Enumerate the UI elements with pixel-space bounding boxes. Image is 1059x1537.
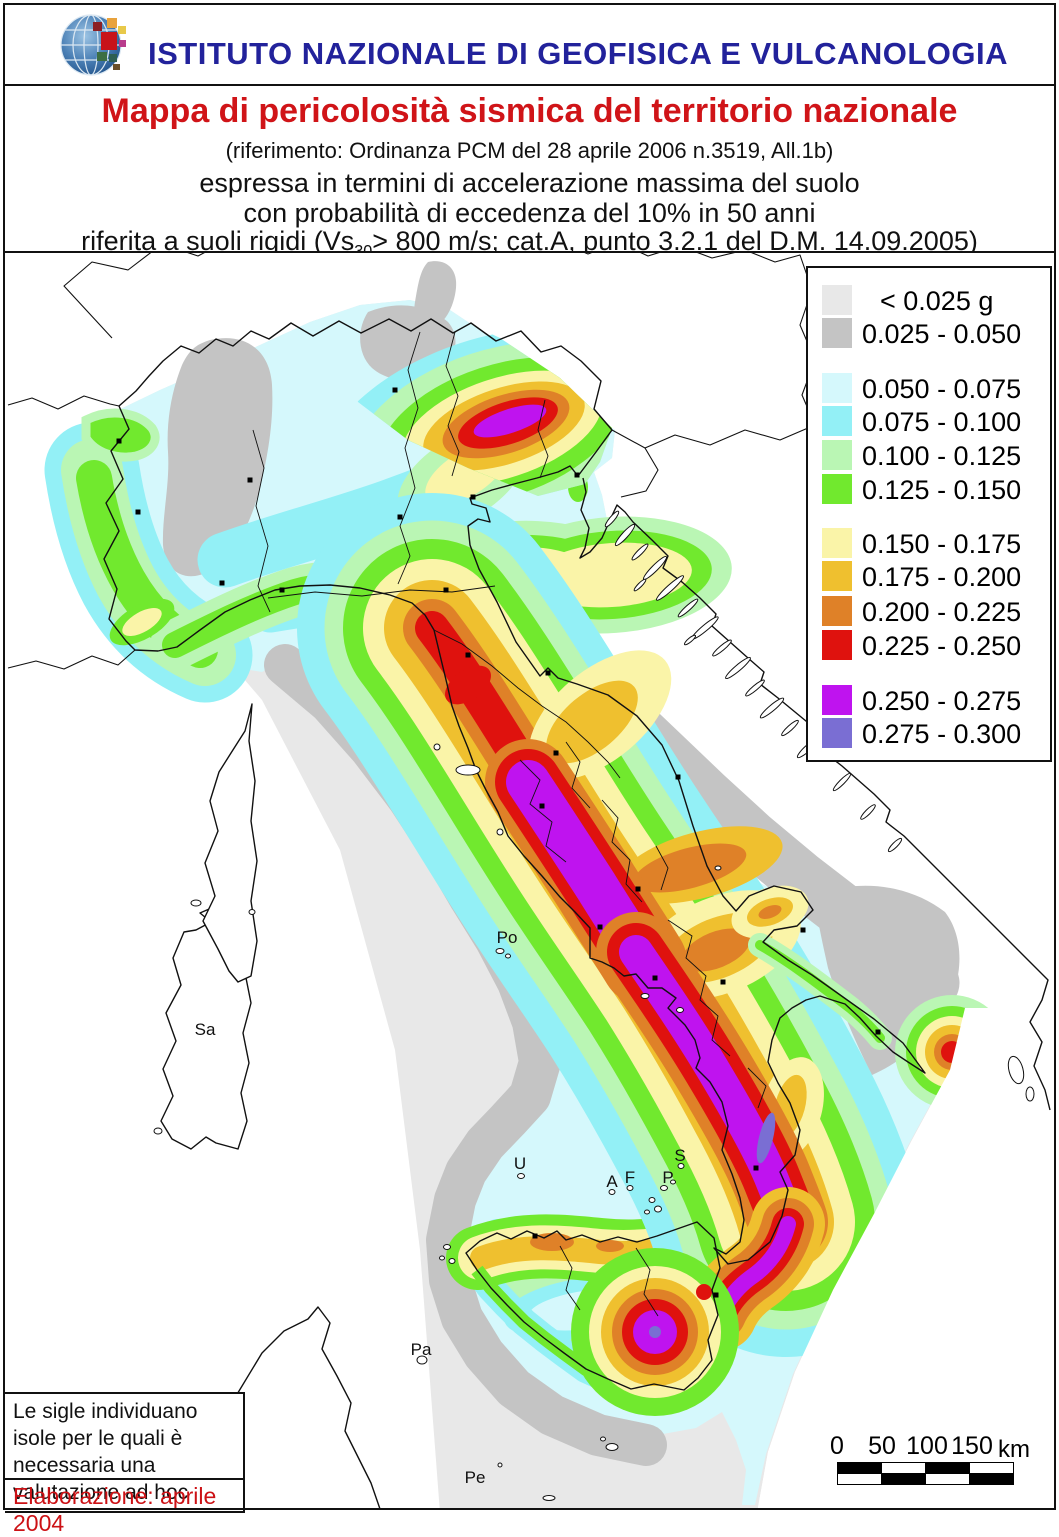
legend-swatch [822, 318, 852, 348]
legend-row: 0.200 - 0.225 [808, 596, 1050, 628]
map-desc-line1: espressa in termini di accelerazione mas… [199, 168, 860, 198]
scale-unit: km [998, 1436, 1030, 1463]
island-label-panarea: P [662, 1168, 674, 1187]
legend-swatch [822, 440, 852, 470]
island-label-ponza: Po [496, 928, 518, 947]
island-label-filicudi: F [624, 1168, 636, 1187]
scale-tick: 50 [868, 1432, 896, 1460]
legend-label: 0.100 - 0.125 [862, 441, 1022, 471]
small-islands [153, 743, 1035, 1501]
island-label-ustica: U [513, 1154, 527, 1173]
legend-swatch [822, 561, 852, 591]
legend-label: 0.225 - 0.250 [862, 631, 1022, 661]
coastlines [7, 252, 1051, 1508]
scale-tick: 100 [906, 1432, 948, 1460]
island-label-pelagie: Pe [464, 1468, 486, 1487]
legend-row: 0.025 - 0.050 [808, 318, 1050, 350]
elaboration-date: Elaborazione: aprile 2004 [5, 1478, 243, 1536]
legend-label: < 0.025 g [880, 286, 994, 316]
legend-swatch [822, 406, 852, 436]
cuneo-spot [109, 598, 175, 646]
legend-swatch [822, 373, 852, 403]
hazard-band-0275-spots [756, 1112, 776, 1164]
legend-label: 0.050 - 0.075 [862, 374, 1022, 404]
legend-swatch [822, 718, 852, 748]
note-text: Le sigle individuano isole per le quali … [13, 1400, 198, 1504]
legend-label: 0.125 - 0.150 [862, 475, 1022, 505]
legend-row: 0.150 - 0.175 [808, 528, 1050, 560]
scale-tick: 0 [830, 1432, 844, 1460]
ingv-globe-icon [60, 14, 126, 76]
legend-row: 0.050 - 0.075 [808, 373, 1050, 405]
city-markers [116, 387, 881, 1298]
institute-title: ISTITUTO NAZIONALE DI GEOFISICA E VULCAN… [148, 36, 1009, 71]
legend-row: 0.175 - 0.200 [808, 561, 1050, 593]
legend-label: 0.075 - 0.100 [862, 407, 1022, 437]
legend-label: 0.025 - 0.050 [862, 319, 1022, 349]
map-desc-line2: con probabilità di eccedenza del 10% in … [243, 198, 816, 228]
legend-label: 0.250 - 0.275 [862, 686, 1022, 716]
scale-bar: 0 50 100 150 km [820, 1432, 1050, 1494]
island-label-pantelleria: Pa [410, 1340, 432, 1359]
legend: < 0.025 g 0.025 - 0.050 0.050 - 0.075 0.… [806, 266, 1052, 762]
island-label-sardegna: Sa [194, 1020, 216, 1039]
legend-swatch [822, 630, 852, 660]
region-borders [252, 331, 767, 1317]
island-label-alicudi: A [606, 1172, 618, 1191]
legend-row: 0.225 - 0.250 [808, 630, 1050, 662]
map-reference: (riferimento: Ordinanza PCM del 28 april… [225, 138, 834, 163]
legend-swatch [822, 685, 852, 715]
southeast-sicily-hotspot [571, 1248, 739, 1416]
northwest-bands [44, 422, 430, 703]
legend-row: 0.125 - 0.150 [808, 474, 1050, 506]
island-label-stromboli: S [674, 1146, 686, 1165]
legend-label: 0.150 - 0.175 [862, 529, 1022, 559]
legend-swatch [822, 528, 852, 558]
legend-row: < 0.025 g [808, 285, 1050, 317]
header-divider [5, 84, 1054, 86]
aosta-green-patch [81, 408, 160, 462]
map-title: Mappa di pericolosità sismica del territ… [101, 92, 958, 130]
scale-bar-checker [837, 1462, 1017, 1486]
legend-swatch [822, 596, 852, 626]
legend-row: 0.250 - 0.275 [808, 685, 1050, 717]
legend-row: 0.275 - 0.300 [808, 718, 1050, 750]
note-box: Le sigle individuano isole per le quali … [5, 1392, 245, 1536]
legend-label: 0.200 - 0.225 [862, 597, 1022, 627]
legend-swatch [822, 474, 852, 504]
legend-swatch [822, 285, 852, 315]
legend-label: 0.275 - 0.300 [862, 719, 1022, 749]
domain-edge-cover [757, 1008, 1054, 1508]
legend-label: 0.175 - 0.200 [862, 562, 1022, 592]
legend-row: 0.075 - 0.100 [808, 406, 1050, 438]
scale-tick: 150 [951, 1432, 993, 1460]
legend-row: 0.100 - 0.125 [808, 440, 1050, 472]
